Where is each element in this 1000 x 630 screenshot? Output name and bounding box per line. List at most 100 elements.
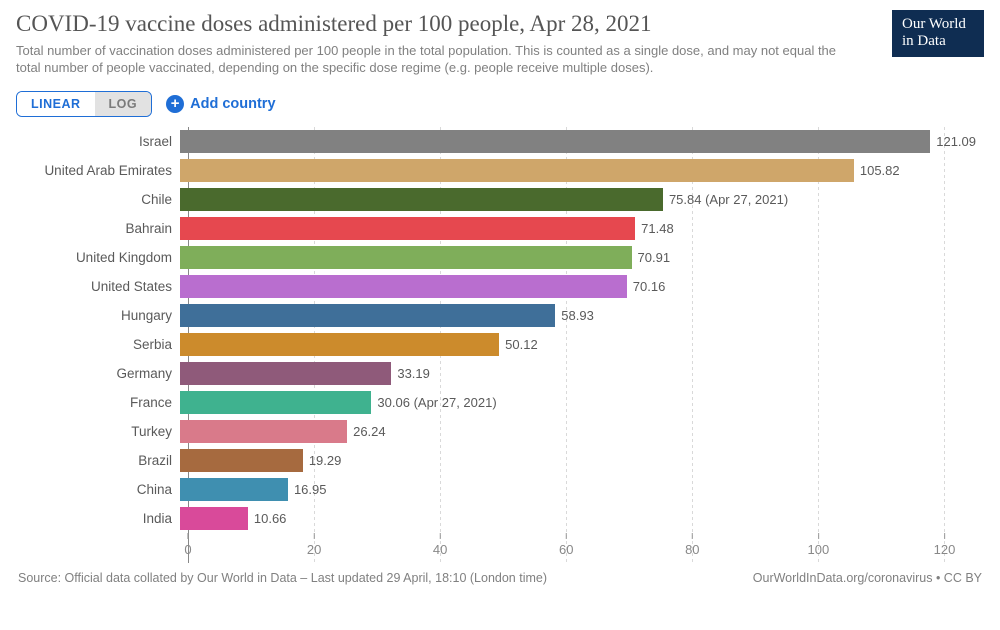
bar-label: United States [24,279,180,294]
bar-track: 19.29 [180,446,976,475]
bar-track: 121.09 [180,127,976,156]
bar-label: Germany [24,366,180,381]
axis-tick: 60 [559,533,573,557]
bar[interactable] [180,217,635,240]
bar-label: Israel [24,134,180,149]
bar-label: France [24,395,180,410]
bars-group: Israel 121.09 United Arab Emirates 105.82 Ch… [24,127,976,533]
bar-track: 50.12 [180,330,976,359]
scale-toggle: LINEAR LOG [16,91,152,117]
bar-value-label: 70.91 [638,250,671,265]
bar[interactable] [180,420,347,443]
bar-row: Germany 33.19 [24,359,976,388]
logo-line2: in Data [902,33,974,50]
bar-track: 10.66 [180,504,976,533]
tick-label: 120 [934,542,956,557]
bar-value-label: 58.93 [561,308,594,323]
bar-row: Israel 121.09 [24,127,976,156]
bar-value-label: 30.06 (Apr 27, 2021) [377,395,496,410]
log-button[interactable]: LOG [95,92,152,116]
chart-container: COVID-19 vaccine doses administered per … [0,0,1000,593]
header-text-block: COVID-19 vaccine doses administered per … [16,10,846,77]
bar[interactable] [180,333,499,356]
bar-value-label: 50.12 [505,337,538,352]
bar-row: China 16.95 [24,475,976,504]
bar-label: Bahrain [24,221,180,236]
tick-mark [440,533,441,539]
bar[interactable] [180,304,555,327]
bar-label: Hungary [24,308,180,323]
bar-value-label: 75.84 (Apr 27, 2021) [669,192,788,207]
bar[interactable] [180,507,248,530]
tick-label: 40 [433,542,447,557]
bar-label: Turkey [24,424,180,439]
bar-value-label: 33.19 [397,366,430,381]
add-country-label: Add country [190,96,275,112]
axis-tick: 20 [307,533,321,557]
bar[interactable] [180,188,663,211]
bar-track: 33.19 [180,359,976,388]
bar-track: 70.91 [180,243,976,272]
bar-row: United States 70.16 [24,272,976,301]
tick-mark [187,533,188,539]
controls-row: LINEAR LOG + Add country [16,91,984,117]
bar-row: United Arab Emirates 105.82 [24,156,976,185]
tick-label: 0 [184,542,191,557]
add-country-button[interactable]: + Add country [166,95,275,113]
bar-value-label: 70.16 [633,279,666,294]
bar-value-label: 10.66 [254,511,287,526]
bar[interactable] [180,391,371,414]
bar-track: 70.16 [180,272,976,301]
x-axis: 020406080100120 [188,533,976,563]
bar-label: United Arab Emirates [24,163,180,178]
footer: Source: Official data collated by Our Wo… [16,571,984,585]
logo-line1: Our World [902,16,974,33]
bar-row: United Kingdom 70.91 [24,243,976,272]
linear-button[interactable]: LINEAR [17,92,95,116]
bar-row: Serbia 50.12 [24,330,976,359]
tick-label: 100 [808,542,830,557]
bar[interactable] [180,362,391,385]
chart-area: Israel 121.09 United Arab Emirates 105.82 Ch… [24,127,976,563]
bar-track: 30.06 (Apr 27, 2021) [180,388,976,417]
bar-row: Chile 75.84 (Apr 27, 2021) [24,185,976,214]
bar-track: 75.84 (Apr 27, 2021) [180,185,976,214]
bar-label: Chile [24,192,180,207]
bar[interactable] [180,246,632,269]
axis-tick: 120 [934,533,956,557]
bar[interactable] [180,275,627,298]
tick-label: 20 [307,542,321,557]
bar-value-label: 71.48 [641,221,674,236]
bar[interactable] [180,159,854,182]
bar-track: 105.82 [180,156,976,185]
bar-label: India [24,511,180,526]
bar[interactable] [180,130,930,153]
axis-tick: 0 [184,533,191,557]
bar-value-label: 121.09 [936,134,976,149]
bar-value-label: 105.82 [860,163,900,178]
axis-tick: 80 [685,533,699,557]
bar-row: France 30.06 (Apr 27, 2021) [24,388,976,417]
bar-label: China [24,482,180,497]
bar-track: 58.93 [180,301,976,330]
bar-value-label: 16.95 [294,482,327,497]
bar-label: Serbia [24,337,180,352]
bar-label: United Kingdom [24,250,180,265]
bar-track: 16.95 [180,475,976,504]
bar[interactable] [180,478,288,501]
source-text: Source: Official data collated by Our Wo… [18,571,547,585]
plus-icon: + [166,95,184,113]
tick-label: 60 [559,542,573,557]
bar-row: Brazil19.29 [24,446,976,475]
bar[interactable] [180,449,303,472]
tick-mark [944,533,945,539]
bar-row: Bahrain 71.48 [24,214,976,243]
tick-mark [314,533,315,539]
attribution-text: OurWorldInData.org/coronavirus • CC BY [753,571,982,585]
bar-value-label: 26.24 [353,424,386,439]
axis-tick: 100 [808,533,830,557]
owid-logo: Our World in Data [892,10,984,57]
bar-row: Hungary 58.93 [24,301,976,330]
tick-mark [566,533,567,539]
bar-value-label: 19.29 [309,453,342,468]
